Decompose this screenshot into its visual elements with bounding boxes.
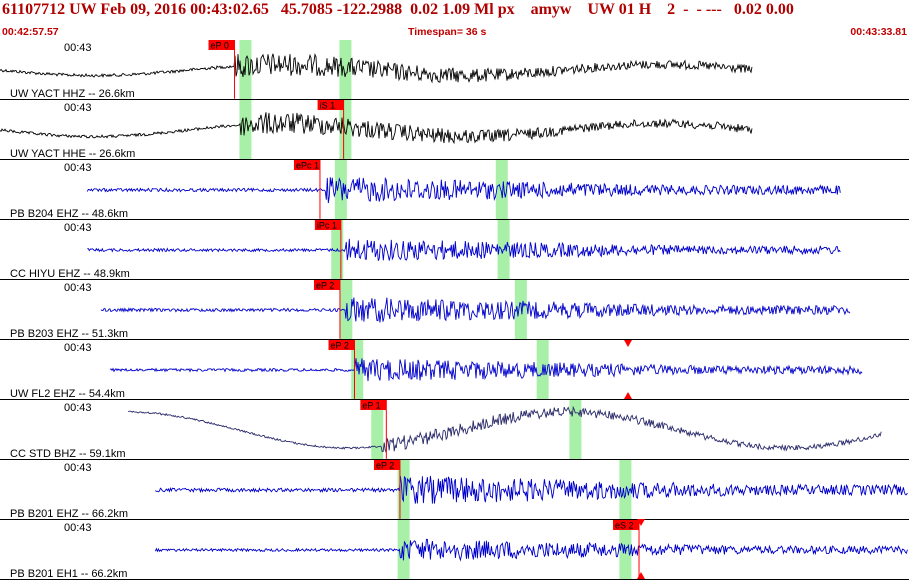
pick-label: eP 0: [211, 41, 229, 51]
waveform-trace: [0, 53, 753, 84]
pick-window-band: [619, 460, 632, 520]
pick-flag[interactable]: [328, 340, 355, 350]
pick-window-band: [371, 400, 384, 460]
trace-row[interactable]: eP 1 00:43 CC STD BHZ -- 59.1km: [0, 400, 909, 460]
pick-flag[interactable]: [613, 520, 640, 530]
pick-flag[interactable]: [360, 400, 387, 410]
pick-flag[interactable]: [293, 160, 320, 170]
trace-row[interactable]: eP 2 00:43 PB B201 EHZ -- 66.2km: [0, 460, 909, 520]
station-label: PB B201 EH1 -- 66.2km: [10, 568, 127, 580]
trace-row[interactable]: iS 1 00:43 UW YACT HHE -- 26.6km: [0, 100, 909, 160]
end-time: 00:43:33.81: [850, 26, 907, 38]
pick-label: eP 1: [362, 401, 380, 411]
pick-flag[interactable]: [317, 100, 344, 110]
pick-window-band: [239, 100, 252, 160]
timespan-label: Timespan= 36 s: [408, 26, 487, 38]
station-label: PB B204 EHZ -- 48.6km: [10, 208, 128, 220]
seismogram-panel[interactable]: eP 0 00:43 UW YACT HHZ -- 26.6km iS 1 00:43 U…: [0, 40, 909, 580]
trace-row[interactable]: eP 0 00:43 UW YACT HHZ -- 26.6km: [0, 40, 909, 100]
waveform-trace: [0, 112, 753, 145]
waveform-trace: [155, 475, 908, 504]
station-label: PB B203 EHZ -- 51.3km: [10, 328, 128, 340]
pick-label: ePc 1: [296, 161, 319, 171]
trace-time-label: 00:43: [64, 522, 92, 534]
trace-row[interactable]: eS 2 00:43 PB B201 EH1 -- 66.2km: [0, 520, 909, 580]
trace-time-label: 00:43: [64, 342, 92, 354]
station-label: UW FL2 EHZ -- 54.4km: [10, 388, 125, 400]
trace-time-label: 00:43: [64, 42, 92, 54]
waveform-trace: [87, 238, 841, 261]
station-label: CC HIYU EHZ -- 48.9km: [10, 268, 130, 280]
station-label: UW YACT HHE -- 26.6km: [10, 148, 135, 160]
pick-label: eP 2: [316, 281, 334, 291]
trace-row[interactable]: iPc 1 00:43 CC HIYU EHZ -- 48.9km: [0, 220, 909, 280]
pick-flag[interactable]: [208, 40, 235, 50]
waveform-trace: [109, 358, 863, 382]
pick-flag[interactable]: [314, 220, 341, 230]
pick-label: iPc 1: [317, 221, 337, 231]
trace-time-label: 00:43: [64, 282, 92, 294]
pick-window-band: [569, 400, 582, 460]
pick-window-band: [495, 160, 508, 220]
pick-window-band: [339, 40, 352, 100]
start-time: 00:42:57.57: [2, 26, 59, 38]
arrival-triangle-icon: [624, 392, 632, 399]
trace-row[interactable]: eP 2 00:43 PB B203 EHZ -- 51.3km: [0, 280, 909, 340]
arrival-triangle-icon: [637, 572, 645, 579]
pick-window-band: [339, 100, 352, 160]
pick-window-band: [334, 160, 347, 220]
station-label: CC STD BHZ -- 59.1km: [10, 448, 126, 460]
trace-row[interactable]: eP 2 00:43 UW FL2 EHZ -- 54.4km: [0, 340, 909, 400]
station-label: PB B201 EHZ -- 66.2km: [10, 508, 128, 520]
arrival-triangle-icon: [637, 519, 645, 526]
pick-label: iS 1: [320, 101, 336, 111]
pick-flag[interactable]: [313, 280, 340, 290]
waveform-trace: [154, 538, 908, 562]
event-title: 61107712 UW Feb 09, 2016 00:43:02.65 45.…: [2, 1, 794, 18]
waveform-trace: [127, 405, 882, 455]
trace-row[interactable]: ePc 1 00:43 PB B204 EHZ -- 48.6km: [0, 160, 909, 220]
trace-time-label: 00:43: [64, 222, 92, 234]
trace-time-label: 00:43: [64, 162, 92, 174]
pick-flag[interactable]: [373, 460, 400, 470]
pick-label: eS 2: [615, 521, 634, 531]
pick-window-band: [514, 280, 527, 340]
waveform-trace: [86, 176, 841, 204]
pick-label: eP 2: [376, 461, 394, 471]
trace-time-label: 00:43: [64, 402, 92, 414]
waveform-trace: [100, 297, 851, 323]
trace-time-label: 00:43: [64, 462, 92, 474]
station-label: UW YACT HHZ -- 26.6km: [10, 88, 135, 100]
header-bar: 61107712 UW Feb 09, 2016 00:43:02.65 45.…: [0, 0, 909, 40]
arrival-triangle-icon: [624, 340, 632, 347]
trace-time-label: 00:43: [64, 102, 92, 114]
pick-label: eP 2: [331, 341, 349, 351]
